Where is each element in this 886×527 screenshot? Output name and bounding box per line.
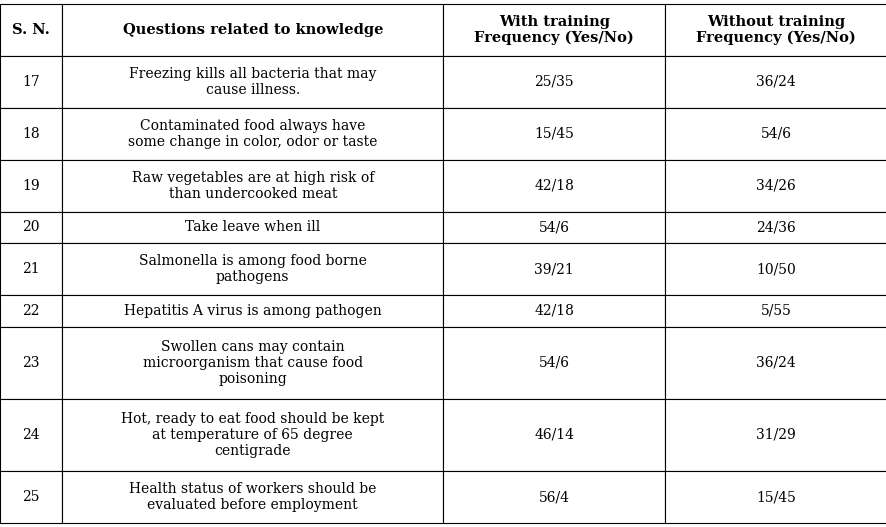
Bar xyxy=(0,295,62,327)
Bar xyxy=(664,160,886,212)
Text: 34/26: 34/26 xyxy=(756,179,795,193)
Text: Without training
Frequency (Yes/No): Without training Frequency (Yes/No) xyxy=(696,15,855,45)
Bar xyxy=(443,108,664,160)
Bar xyxy=(443,327,664,399)
Text: 24: 24 xyxy=(22,428,40,442)
Bar xyxy=(0,399,62,471)
Bar xyxy=(62,295,443,327)
Bar xyxy=(664,295,886,327)
Bar xyxy=(0,56,62,108)
Bar xyxy=(0,4,62,56)
Bar xyxy=(62,212,443,243)
Bar xyxy=(664,243,886,295)
Text: 18: 18 xyxy=(22,127,40,141)
Text: 19: 19 xyxy=(22,179,40,193)
Text: Questions related to knowledge: Questions related to knowledge xyxy=(122,23,383,37)
Text: Hepatitis A virus is among pathogen: Hepatitis A virus is among pathogen xyxy=(124,304,381,318)
Bar xyxy=(62,56,443,108)
Text: 54/6: 54/6 xyxy=(760,127,790,141)
Bar xyxy=(0,327,62,399)
Text: 42/18: 42/18 xyxy=(534,179,573,193)
Bar xyxy=(0,108,62,160)
Text: With training
Frequency (Yes/No): With training Frequency (Yes/No) xyxy=(474,15,633,45)
Text: 20: 20 xyxy=(22,220,40,235)
Text: Freezing kills all bacteria that may
cause illness.: Freezing kills all bacteria that may cau… xyxy=(129,67,376,97)
Text: 25/35: 25/35 xyxy=(534,75,573,89)
Text: 10/50: 10/50 xyxy=(756,262,795,276)
Text: 39/21: 39/21 xyxy=(534,262,573,276)
Text: 54/6: 54/6 xyxy=(539,220,569,235)
Text: 22: 22 xyxy=(22,304,40,318)
Bar xyxy=(664,471,886,523)
Text: 56/4: 56/4 xyxy=(539,490,569,504)
Bar xyxy=(0,243,62,295)
Bar xyxy=(62,399,443,471)
Text: 46/14: 46/14 xyxy=(533,428,574,442)
Bar xyxy=(0,471,62,523)
Bar xyxy=(443,295,664,327)
Text: Hot, ready to eat food should be kept
at temperature of 65 degree
centigrade: Hot, ready to eat food should be kept at… xyxy=(121,412,384,458)
Bar xyxy=(664,212,886,243)
Bar xyxy=(664,108,886,160)
Text: 31/29: 31/29 xyxy=(756,428,795,442)
Text: 15/45: 15/45 xyxy=(756,490,795,504)
Text: 36/24: 36/24 xyxy=(756,75,795,89)
Bar xyxy=(664,399,886,471)
Bar xyxy=(443,471,664,523)
Text: 17: 17 xyxy=(22,75,40,89)
Text: 24/36: 24/36 xyxy=(756,220,795,235)
Bar xyxy=(62,160,443,212)
Text: S. N.: S. N. xyxy=(12,23,50,37)
Bar xyxy=(62,243,443,295)
Text: 54/6: 54/6 xyxy=(539,356,569,370)
Bar xyxy=(443,56,664,108)
Bar xyxy=(0,212,62,243)
Bar xyxy=(443,243,664,295)
Text: Take leave when ill: Take leave when ill xyxy=(185,220,320,235)
Text: 42/18: 42/18 xyxy=(534,304,573,318)
Bar xyxy=(664,56,886,108)
Bar xyxy=(0,160,62,212)
Text: 23: 23 xyxy=(22,356,40,370)
Bar xyxy=(62,327,443,399)
Text: 21: 21 xyxy=(22,262,40,276)
Text: Swollen cans may contain
microorganism that cause food
poisoning: Swollen cans may contain microorganism t… xyxy=(143,339,362,386)
Bar xyxy=(443,399,664,471)
Bar xyxy=(62,4,443,56)
Text: Raw vegetables are at high risk of
than undercooked meat: Raw vegetables are at high risk of than … xyxy=(131,171,374,201)
Text: 5/55: 5/55 xyxy=(760,304,790,318)
Bar xyxy=(443,160,664,212)
Bar xyxy=(664,4,886,56)
Text: 15/45: 15/45 xyxy=(534,127,573,141)
Bar xyxy=(443,212,664,243)
Bar xyxy=(62,471,443,523)
Text: Health status of workers should be
evaluated before employment: Health status of workers should be evalu… xyxy=(129,482,376,512)
Bar xyxy=(62,108,443,160)
Bar xyxy=(664,327,886,399)
Bar xyxy=(443,4,664,56)
Text: 36/24: 36/24 xyxy=(756,356,795,370)
Text: 25: 25 xyxy=(22,490,40,504)
Text: Salmonella is among food borne
pathogens: Salmonella is among food borne pathogens xyxy=(139,254,366,284)
Text: Contaminated food always have
some change in color, odor or taste: Contaminated food always have some chang… xyxy=(128,119,377,149)
